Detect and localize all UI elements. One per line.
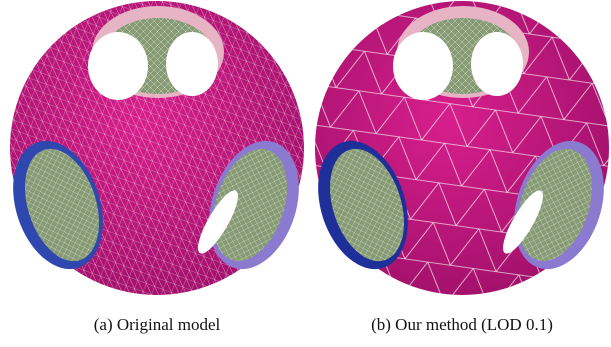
figure: (a) Original model (b) Our method (LOD 0… [0,0,611,347]
opening [88,32,148,100]
caption: (a) Original model [94,315,221,334]
opening [471,32,523,96]
panel-b: (b) Our method (LOD 0.1) [303,1,611,334]
opening [166,32,218,96]
caption: (b) Our method (LOD 0.1) [371,315,553,334]
opening [393,32,453,100]
panel-a: (a) Original model [0,1,314,334]
